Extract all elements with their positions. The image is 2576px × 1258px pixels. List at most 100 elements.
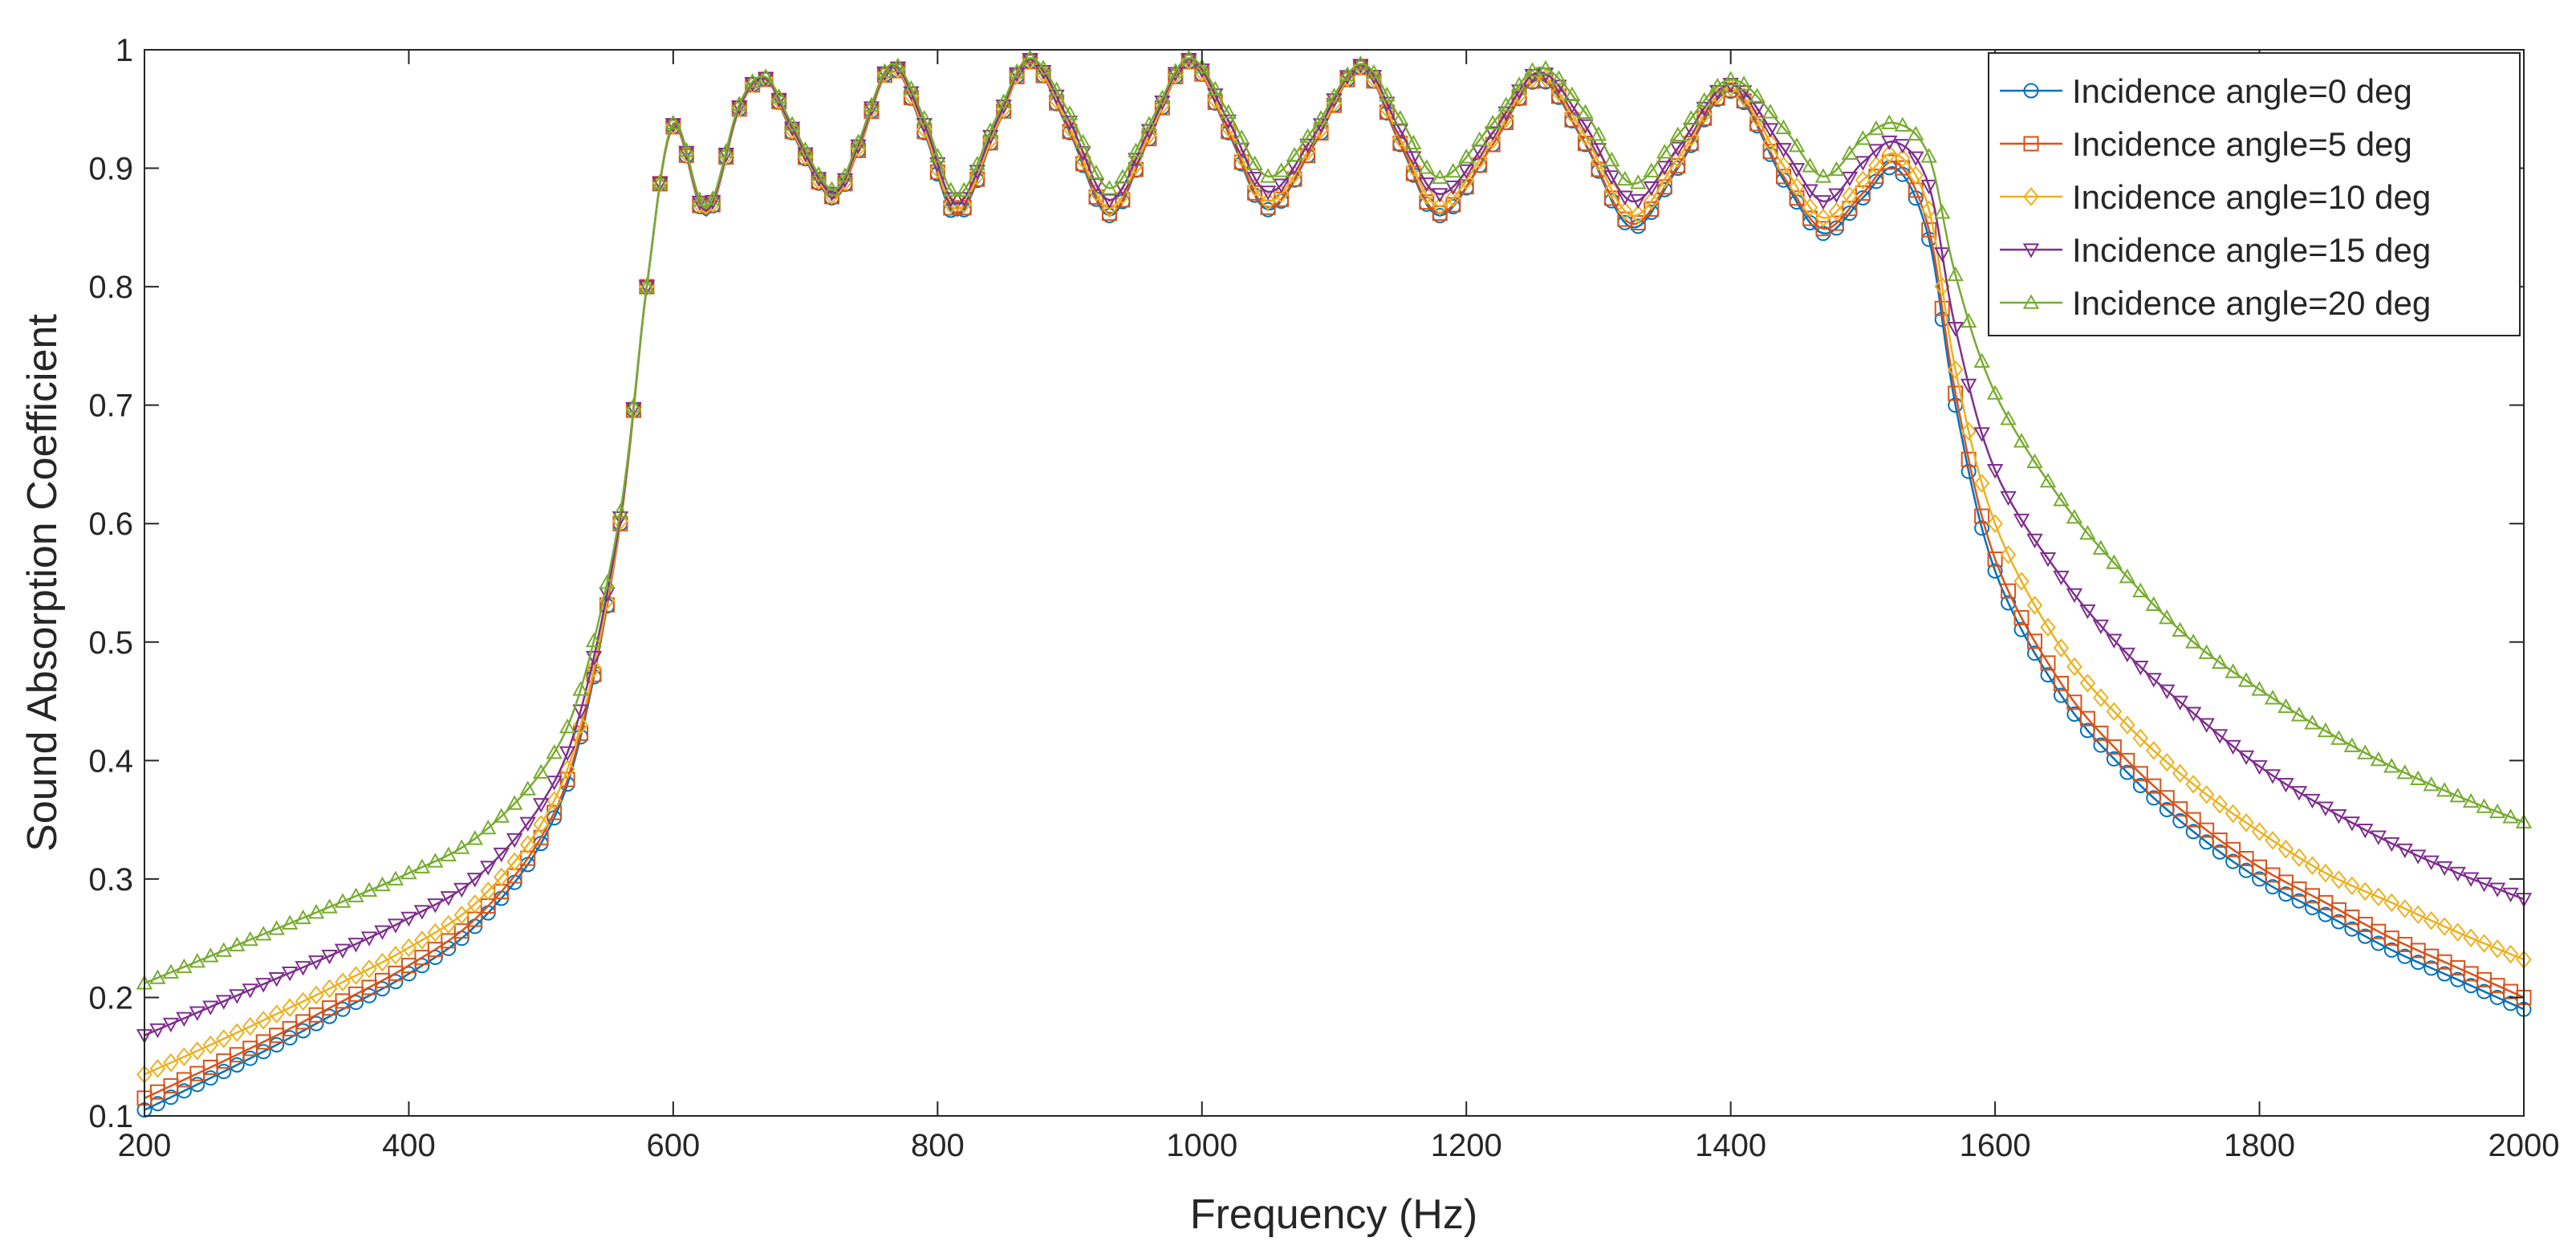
- data-point: [453, 882, 470, 898]
- data-point: [189, 1006, 206, 1021]
- data-point: [1550, 82, 1567, 102]
- data-point: [374, 952, 391, 972]
- data-point: [202, 1035, 219, 1055]
- data-point: [1603, 170, 1620, 185]
- data-point: [2119, 568, 2136, 584]
- data-point: [2410, 905, 2427, 925]
- data-point: [982, 122, 999, 137]
- data-point: [1709, 77, 1726, 93]
- data-point: [2264, 769, 2281, 784]
- data-point: [2027, 633, 2043, 649]
- data-point: [956, 192, 973, 207]
- data-point: [1947, 360, 1964, 380]
- data-point: [2265, 831, 2281, 850]
- data-point: [1034, 59, 1052, 75]
- data-point: [388, 965, 404, 981]
- data-point: [374, 925, 391, 940]
- data-point: [453, 839, 470, 854]
- x-tick-label: 2000: [2489, 1128, 2560, 1163]
- data-point: [1484, 114, 1501, 130]
- data-point: [255, 978, 272, 993]
- data-point: [202, 1000, 219, 1016]
- data-point: [334, 893, 351, 908]
- data-point: [1246, 172, 1263, 187]
- data-point: [427, 898, 444, 914]
- data-point: [1312, 110, 1330, 125]
- y-tick-label: 0.8: [88, 270, 133, 305]
- data-point: [916, 120, 932, 139]
- data-point: [1603, 180, 1620, 200]
- data-point: [2225, 804, 2241, 824]
- data-point: [1405, 134, 1422, 150]
- data-point: [1920, 179, 1937, 195]
- data-point: [903, 86, 920, 106]
- data-point: [2237, 750, 2255, 766]
- data-point: [480, 819, 497, 835]
- data-point: [731, 96, 748, 111]
- data-point: [2119, 752, 2135, 768]
- data-point: [1973, 474, 1990, 493]
- data-point: [1154, 89, 1171, 104]
- data-point: [1220, 118, 1237, 138]
- data-point: [1392, 124, 1409, 139]
- data-point: [2040, 617, 2056, 637]
- data-point: [2251, 822, 2268, 841]
- data-point: [1762, 133, 1778, 153]
- data-point: [1326, 93, 1343, 113]
- data-point: [1802, 157, 1818, 173]
- data-point: [321, 949, 338, 965]
- data-point: [1524, 62, 1541, 77]
- data-point: [1828, 215, 1844, 231]
- data-point: [2013, 572, 2030, 591]
- data-point: [1986, 464, 2004, 479]
- data-point: [1550, 79, 1567, 95]
- data-point: [836, 167, 854, 182]
- data-point: [2185, 812, 2201, 828]
- data-point: [1088, 182, 1104, 202]
- data-point: [2330, 870, 2347, 890]
- data-point: [1352, 55, 1369, 71]
- data-point: [691, 191, 709, 206]
- data-point: [2290, 706, 2308, 722]
- data-point: [1775, 119, 1792, 135]
- data-point: [360, 931, 378, 947]
- data-point: [1802, 184, 1818, 199]
- data-point: [1802, 197, 1818, 218]
- data-point: [1709, 86, 1725, 105]
- data-point: [1735, 75, 1753, 91]
- data-point: [176, 1012, 193, 1027]
- x-tick-label: 1200: [1431, 1128, 1502, 1163]
- data-point: [149, 1059, 166, 1078]
- data-point: [189, 953, 206, 968]
- data-point: [1062, 118, 1078, 138]
- data-point: [1418, 177, 1436, 193]
- series-markers-4: [136, 49, 2533, 990]
- data-point: [506, 795, 523, 810]
- data-point: [916, 110, 933, 125]
- data-point: [2026, 596, 2043, 615]
- data-point: [1934, 300, 1950, 316]
- data-point: [664, 118, 682, 133]
- data-point: [334, 943, 351, 959]
- data-point: [664, 114, 682, 130]
- data-point: [295, 909, 311, 925]
- data-point: [255, 1011, 272, 1030]
- data-point: [2092, 539, 2110, 555]
- data-point: [347, 887, 364, 902]
- data-point: [1128, 161, 1144, 177]
- data-point: [1855, 185, 1871, 202]
- data-point: [307, 904, 325, 919]
- data-point: [1947, 266, 1964, 282]
- data-point: [2198, 784, 2215, 804]
- data-point: [360, 881, 378, 898]
- data-point: [176, 1047, 193, 1067]
- data-point: [1855, 130, 1871, 145]
- data-point: [1643, 162, 1660, 177]
- data-point: [2462, 872, 2480, 887]
- data-point: [1643, 181, 1660, 197]
- data-point: [2146, 778, 2162, 794]
- data-point: [652, 174, 668, 189]
- data-point: [163, 1052, 179, 1073]
- data-point: [2502, 944, 2519, 964]
